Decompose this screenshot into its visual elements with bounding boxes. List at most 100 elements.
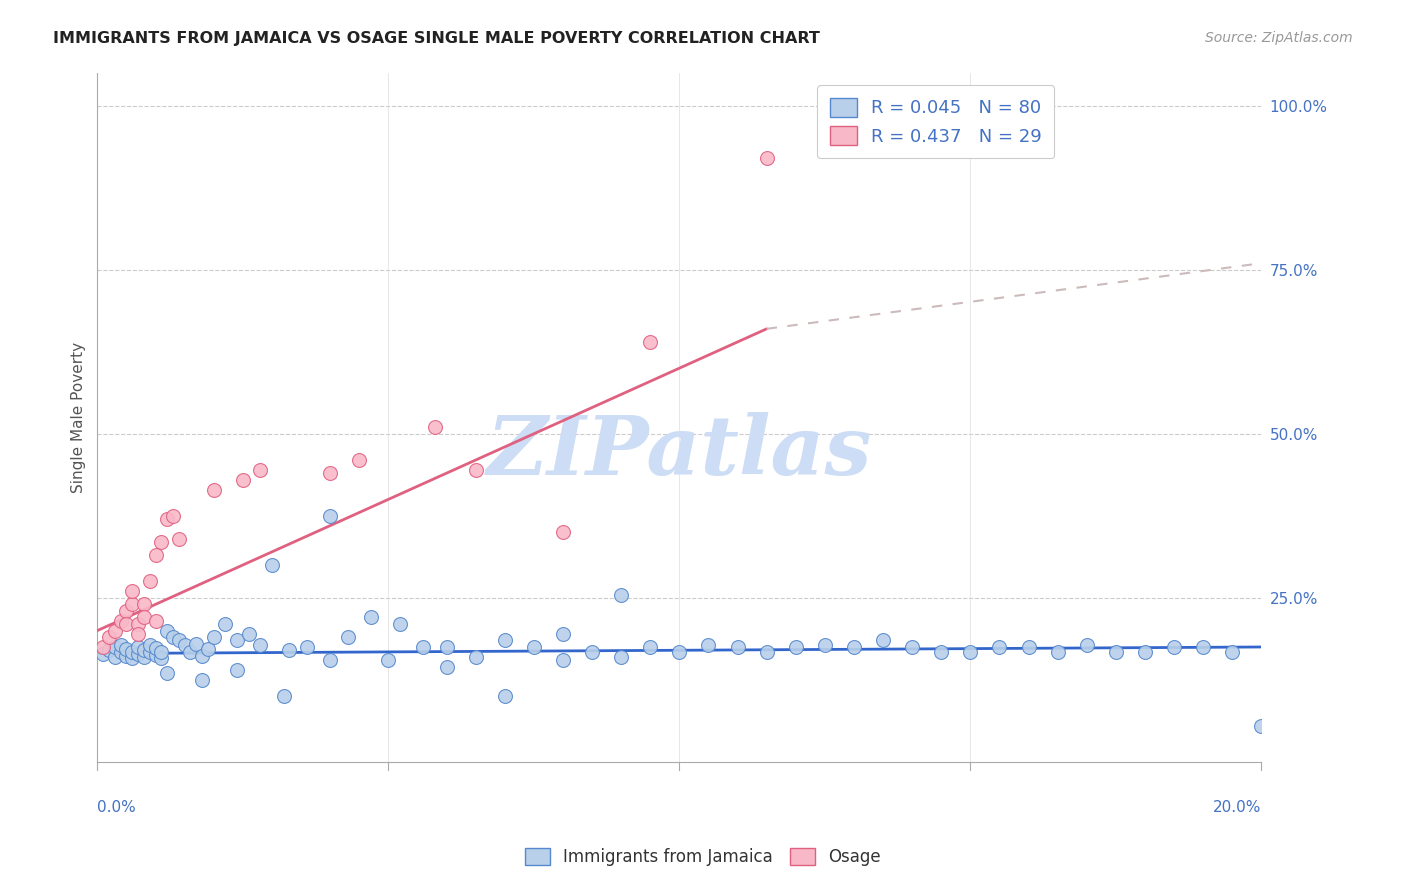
Point [464, 463, 486, 477]
Point [494, 633, 516, 648]
Point [98, 630, 121, 644]
Point [121, 584, 143, 599]
Point [110, 614, 132, 628]
Point [249, 638, 271, 652]
Point [138, 638, 160, 652]
Point [988, 640, 1011, 654]
Point [377, 653, 399, 667]
Point [145, 648, 167, 662]
Point [202, 483, 225, 497]
Point [336, 630, 359, 644]
Point [104, 624, 127, 638]
Point [132, 649, 155, 664]
Point [138, 574, 160, 589]
Point [115, 642, 138, 657]
Point [115, 617, 138, 632]
Point [150, 535, 173, 549]
Point [127, 647, 149, 661]
Point [156, 666, 179, 681]
Text: IMMIGRANTS FROM JAMAICA VS OSAGE SINGLE MALE POVERTY CORRELATION CHART: IMMIGRANTS FROM JAMAICA VS OSAGE SINGLE … [53, 31, 820, 46]
Legend: Immigrants from Jamaica, Osage: Immigrants from Jamaica, Osage [519, 841, 887, 873]
Point [104, 649, 127, 664]
Point [436, 640, 458, 654]
Point [668, 644, 690, 658]
Point [156, 624, 179, 638]
Point [202, 630, 225, 644]
Point [551, 525, 574, 540]
Point [1220, 644, 1243, 658]
Point [929, 644, 952, 658]
Point [110, 638, 132, 652]
Point [349, 453, 371, 467]
Point [167, 633, 190, 648]
Point [1105, 644, 1128, 658]
Point [959, 644, 981, 658]
Point [412, 640, 434, 654]
Text: 20.0%: 20.0% [1213, 799, 1261, 814]
Point [115, 604, 138, 618]
Point [186, 637, 208, 651]
Text: ZIPatlas: ZIPatlas [486, 412, 872, 491]
Point [260, 558, 283, 572]
Point [319, 466, 342, 480]
Point [156, 512, 179, 526]
Point [121, 598, 143, 612]
Point [423, 420, 446, 434]
Point [150, 651, 173, 665]
Point [319, 508, 342, 523]
Point [115, 648, 138, 663]
Point [319, 653, 342, 667]
Point [145, 614, 167, 628]
Point [610, 587, 633, 601]
Point [551, 627, 574, 641]
Point [226, 663, 249, 677]
Point [145, 641, 167, 656]
Point [1018, 640, 1040, 654]
Point [127, 640, 149, 654]
Point [610, 649, 633, 664]
Point [872, 633, 894, 648]
Point [295, 640, 318, 654]
Point [1046, 644, 1069, 658]
Point [727, 640, 749, 654]
Point [785, 640, 807, 654]
Point [581, 644, 603, 658]
Point [132, 610, 155, 624]
Point [138, 644, 160, 658]
Point [132, 643, 155, 657]
Legend: R = 0.045   N = 80, R = 0.437   N = 29: R = 0.045 N = 80, R = 0.437 N = 29 [817, 86, 1054, 159]
Point [98, 643, 121, 657]
Point [197, 642, 219, 657]
Point [121, 651, 143, 665]
Point [127, 617, 149, 632]
Point [1133, 644, 1156, 658]
Point [842, 640, 865, 654]
Point [494, 689, 516, 703]
Point [388, 617, 411, 632]
Point [901, 640, 924, 654]
Point [167, 532, 190, 546]
Text: 0.0%: 0.0% [97, 799, 136, 814]
Point [127, 627, 149, 641]
Point [104, 640, 127, 654]
Point [191, 648, 214, 663]
Point [1250, 719, 1272, 733]
Point [814, 638, 837, 652]
Point [150, 644, 173, 658]
Point [638, 334, 661, 349]
Point [226, 633, 249, 648]
Point [179, 644, 201, 658]
Point [755, 644, 778, 658]
Point [238, 627, 260, 641]
Point [523, 640, 546, 654]
Point [162, 508, 184, 523]
Point [191, 673, 214, 687]
Point [1192, 640, 1215, 654]
Point [1163, 640, 1185, 654]
Point [110, 644, 132, 658]
Y-axis label: Single Male Poverty: Single Male Poverty [72, 342, 86, 493]
Point [436, 659, 458, 673]
Point [91, 647, 114, 661]
Point [360, 610, 382, 624]
Point [1076, 638, 1098, 652]
